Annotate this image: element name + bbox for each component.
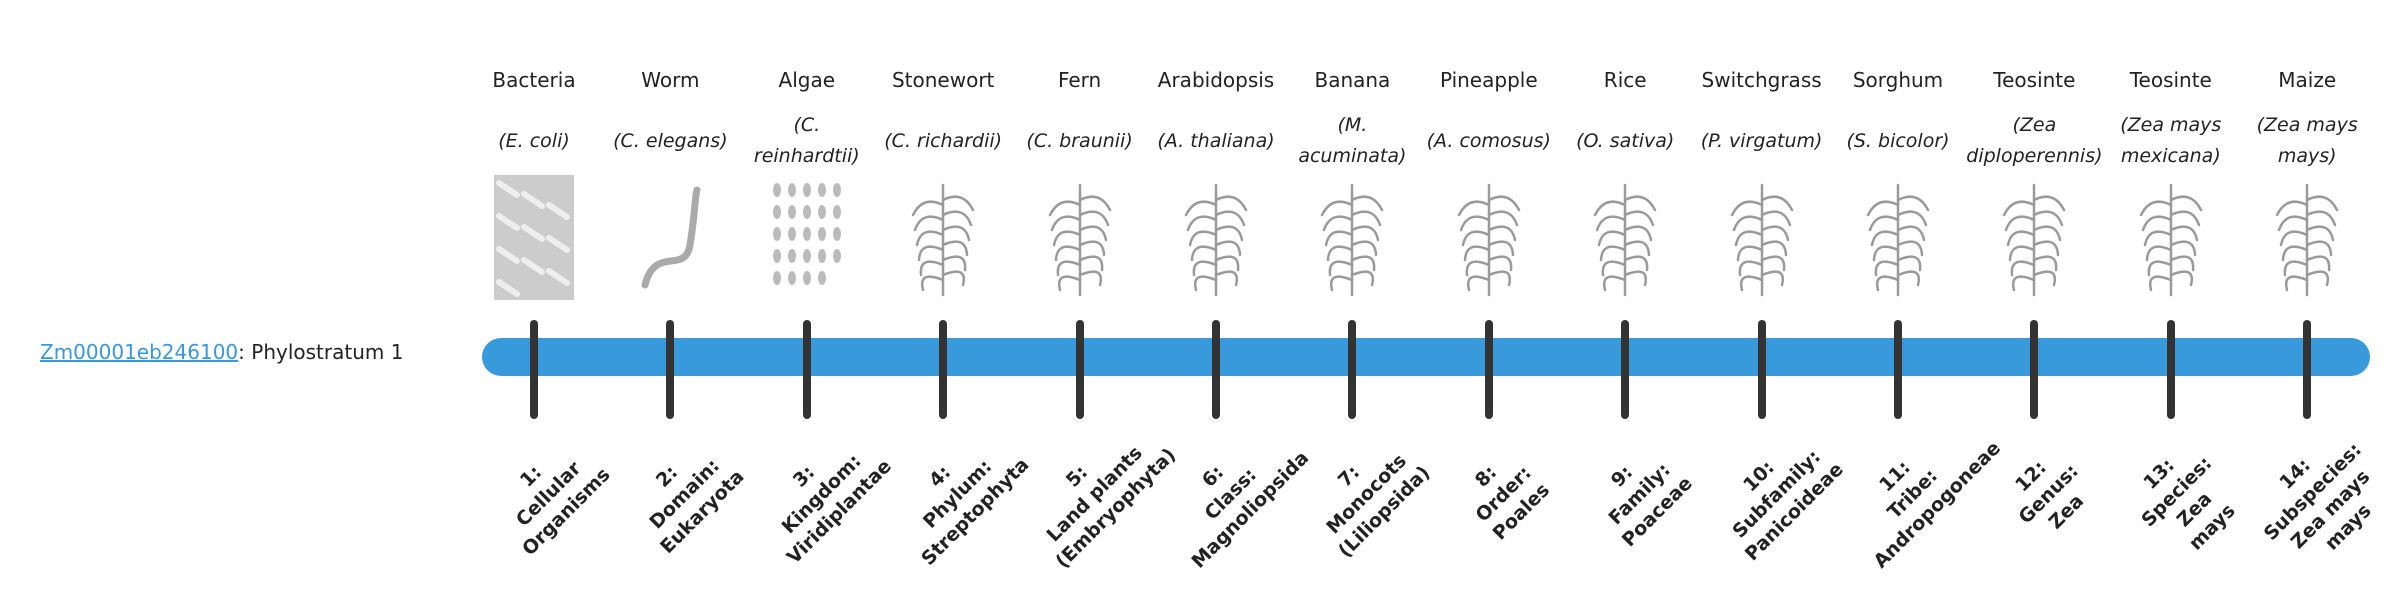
stratum-tick[interactable] (1348, 320, 1357, 419)
stratum-label: 8: Order: Poales (1424, 415, 1583, 574)
stratum-label: 13: Species: Zea mays (2097, 413, 2274, 589)
switchgrass-illustration (1717, 175, 1807, 300)
species-text: (C. elegans) (613, 129, 728, 152)
species-text: (C. braunii) (1026, 129, 1133, 152)
species-text: (A. comosus) (1426, 129, 1551, 152)
stratum-label: 10: Subfamily: Panicoideae (1697, 415, 1856, 574)
stratum-label: 2: Domain: Eukaryota (606, 415, 765, 574)
species-name: (A. thaliana) (1148, 110, 1284, 172)
stratum-tick[interactable] (666, 320, 675, 419)
species-text: (Zea mays mexicana) (2120, 114, 2222, 167)
species-text: (M. acuminata) (1298, 114, 1407, 167)
stratum-tick[interactable] (939, 320, 948, 419)
species-text: (Zea mays mays) (2256, 114, 2358, 167)
stratum-label: 4: Phylum: Streptophyta (879, 415, 1038, 574)
stratum-label: 9: Family: Poaceae (1561, 415, 1720, 574)
organism-name: Worm (641, 68, 700, 92)
organism-name: Sorghum (1852, 68, 1944, 92)
stratum-label: 6: Class: Magnoliopsida (1151, 415, 1314, 574)
organism-name: Algae (778, 68, 836, 92)
organism-name: Banana (1314, 68, 1391, 92)
species-name: (Zea diploperennis) (1966, 110, 2102, 172)
algae-illustration (762, 175, 852, 300)
stratum-tick[interactable] (1894, 320, 1902, 419)
species-text: (C. reinhardtii) (753, 114, 860, 167)
bacteria-illustration (489, 175, 579, 300)
phylostratum-timeline-bar (482, 338, 2370, 376)
organism-name: Stonewort (891, 68, 995, 92)
stratum-label: 12: Genus: Zea (1970, 415, 2129, 574)
banana-illustration (1307, 175, 1397, 300)
species-name: (M. acuminata) (1284, 110, 1420, 172)
teosinte-illustration (2126, 175, 2216, 300)
stratum-tick[interactable] (1757, 320, 1766, 419)
species-name: (A. comosus) (1421, 110, 1557, 172)
stratum-label: 3: Kingdom: Viridiplantae (742, 415, 901, 574)
stratum-tick[interactable] (1484, 320, 1493, 419)
organism-name: Pineapple (1439, 68, 1538, 92)
stratum-tick[interactable] (2030, 320, 2039, 419)
organism-name: Bacteria (492, 68, 576, 92)
species-name: (P. virgatum) (1694, 110, 1830, 172)
organism-name: Teosinte (2129, 68, 2212, 92)
stratum-tick[interactable] (530, 320, 538, 419)
teosinte-illustration (1989, 175, 2079, 300)
stratum-tick[interactable] (802, 320, 811, 419)
stratum-tick[interactable] (1621, 320, 1630, 419)
gene-id-link[interactable]: Zm00001eb246100 (40, 340, 239, 364)
species-name: (C. elegans) (602, 110, 738, 172)
stratum-label: 7: Monocots (Liliopsida) (1288, 415, 1447, 574)
stonewort-illustration (898, 175, 988, 300)
species-text: (Zea diploperennis) (1966, 114, 2103, 167)
species-text: (S. bicolor) (1846, 129, 1950, 152)
organism-name: Arabidopsis (1157, 68, 1275, 92)
species-name: (E. coli) (466, 110, 602, 172)
gene-phylostratum-label: Zm00001eb246100: Phylostratum 1 (40, 340, 403, 364)
stratum-tick[interactable] (2303, 320, 2312, 419)
species-text: (O. sativa) (1576, 129, 1675, 152)
stratum-tick[interactable] (1075, 320, 1084, 419)
sorghum-illustration (1853, 175, 1943, 300)
stratum-label: 5: Land plants (Embryophyta) (1015, 415, 1180, 574)
organism-name: Switchgrass (1701, 68, 1822, 92)
species-name: (C. braunii) (1012, 110, 1148, 172)
stratum-label: 14: Subspecies: Zea mays mays (2234, 413, 2400, 589)
organism-name: Maize (2278, 68, 2337, 92)
pineapple-illustration (1444, 175, 1534, 300)
stratum-tick[interactable] (1212, 320, 1220, 419)
species-name: (Zea mays mexicana) (2103, 110, 2239, 172)
stratum-label: 11: Tribe: Andropogoneae (1833, 415, 2006, 574)
organism-name: Rice (1603, 68, 1647, 92)
rice-illustration (1580, 175, 1670, 300)
species-name: (C. reinhardtii) (739, 110, 875, 172)
maize-illustration (2262, 175, 2352, 300)
fern-illustration (1035, 175, 1125, 300)
organism-name: Fern (1057, 68, 1102, 92)
phylostratum-text: : Phylostratum 1 (238, 340, 404, 364)
species-text: (A. thaliana) (1157, 129, 1275, 152)
species-name: (Zea mays mays) (2239, 110, 2375, 172)
stratum-tick[interactable] (2166, 320, 2175, 419)
arabidopsis-illustration (1171, 175, 1261, 300)
species-name: (C. richardii) (875, 110, 1011, 172)
stratum-label: 1: Cellular Organisms (469, 415, 628, 574)
species-name: (O. sativa) (1557, 110, 1693, 172)
species-name: (S. bicolor) (1830, 110, 1966, 172)
organism-name: Teosinte (1993, 68, 2076, 92)
species-text: (C. richardii) (884, 129, 1003, 152)
species-text: (E. coli) (498, 129, 570, 152)
worm-illustration (625, 175, 715, 300)
species-text: (P. virgatum) (1700, 129, 1823, 152)
